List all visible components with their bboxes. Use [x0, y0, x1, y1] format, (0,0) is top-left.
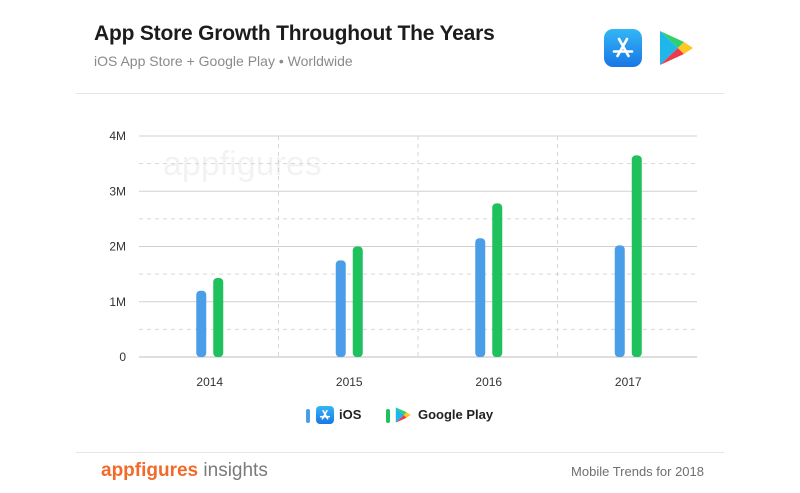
footer-brand: appfigures insights	[101, 460, 268, 482]
legend-label-google-play: Google Play	[418, 407, 494, 422]
bar-google-play	[213, 277, 224, 357]
header-divider	[76, 93, 724, 94]
y-tick-label: 2M	[109, 240, 126, 254]
bar-ios	[335, 260, 346, 357]
bar-chart: appfigures 0 1M 2M 3M 4M 2014 2015 2016 2017	[109, 129, 697, 389]
bar-ios	[196, 290, 207, 357]
bar-google-play	[631, 155, 642, 357]
app-store-icon	[604, 29, 642, 67]
footer-caption: Mobile Trends for 2018	[571, 464, 704, 479]
x-tick-label: 2014	[196, 375, 223, 389]
watermark-text: appfigures	[163, 145, 322, 183]
brand-suffix: insights	[198, 460, 268, 481]
page-title: App Store Growth Throughout The Years	[94, 22, 495, 45]
x-tick-label: 2015	[336, 375, 363, 389]
bar-google-play	[352, 246, 363, 357]
y-tick-label: 0	[119, 350, 126, 364]
x-tick-label: 2017	[615, 375, 642, 389]
page-subtitle: iOS App Store + Google Play • Worldwide	[94, 53, 353, 69]
google-play-icon	[656, 28, 696, 68]
y-tick-label: 3M	[109, 184, 126, 198]
legend-google-play-icon	[394, 406, 412, 424]
x-tick-label: 2016	[475, 375, 502, 389]
brand-name: appfigures	[101, 460, 199, 481]
bar-google-play	[492, 203, 503, 357]
legend-app-store-icon	[316, 406, 334, 424]
y-tick-label: 4M	[109, 129, 126, 143]
bar-ios	[614, 245, 625, 357]
y-tick-label: 1M	[109, 295, 126, 309]
footer-divider	[76, 452, 724, 453]
legend-label-ios: iOS	[339, 407, 362, 422]
bar-ios	[475, 238, 486, 357]
legend-swatch-google-play	[386, 409, 390, 423]
legend-swatch-ios	[306, 409, 310, 423]
